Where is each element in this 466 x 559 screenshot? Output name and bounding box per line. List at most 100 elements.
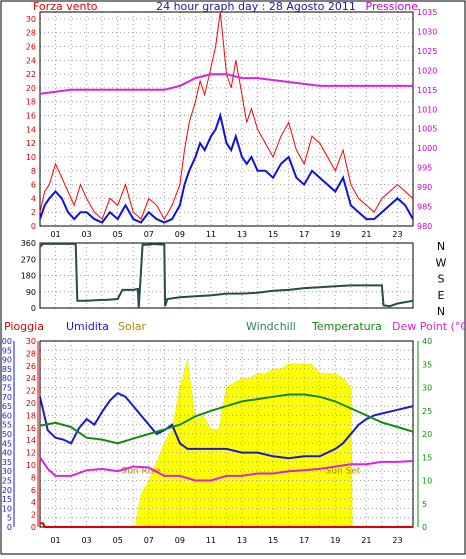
rain-tick: 30 xyxy=(26,337,36,346)
rain-tick: 0 xyxy=(31,523,36,532)
p3-hour-tick: 05 xyxy=(113,536,123,545)
wind-speed-tick: 10 xyxy=(26,153,36,162)
rain-tick: 12 xyxy=(26,449,36,458)
humidity-tick: 95 xyxy=(2,346,12,355)
temperature-tick: 0 xyxy=(422,523,427,532)
pressure-tick: 995 xyxy=(417,164,432,173)
sun-rise-label: Sun Rise xyxy=(122,467,161,477)
humidity-tick: 75 xyxy=(2,384,12,393)
sun-set-label: Sun Set xyxy=(326,467,361,477)
p1-hour-tick: 09 xyxy=(175,230,185,239)
panel-wind-pressure: 0246810121416182022242628309809859909951… xyxy=(26,8,438,239)
compass-label: E xyxy=(438,289,445,302)
wind-speed-tick: 12 xyxy=(26,139,36,148)
legend-item: Solar xyxy=(118,320,147,333)
temperature-tick: 20 xyxy=(422,430,432,439)
wind-speed-tick: 28 xyxy=(26,29,36,38)
direction-degree-tick: 90 xyxy=(26,288,36,297)
pressure-tick: 1005 xyxy=(417,125,437,134)
wind-speed-tick: 26 xyxy=(26,43,36,52)
legend-top-row: Pioggia Umidita Solar Windchill Temperatura D… xyxy=(4,320,466,333)
p3-hour-tick: 03 xyxy=(82,536,92,545)
wind-speed-tick: 24 xyxy=(26,56,36,65)
wind-speed-tick: 6 xyxy=(31,181,36,190)
pressure-tick: 1025 xyxy=(417,47,437,56)
pressure-tick: 990 xyxy=(417,183,432,192)
compass-label: N xyxy=(437,305,445,318)
temperature-line xyxy=(39,393,414,445)
temperature-tick: 15 xyxy=(422,453,432,462)
humidity-tick: 15 xyxy=(2,495,12,504)
humidity-tick: 45 xyxy=(2,439,12,448)
rain-tick: 16 xyxy=(26,424,36,433)
pressure-tick: 1015 xyxy=(417,86,437,95)
p3-hour-tick: 21 xyxy=(361,536,371,545)
p1-hour-tick: 03 xyxy=(82,230,92,239)
rain-tick: 2 xyxy=(31,511,36,520)
dew-point-line xyxy=(39,456,414,482)
temperature-tick: 30 xyxy=(422,384,432,393)
legend-item: Temperatura xyxy=(311,320,382,333)
chart-title: 24 hour graph day : 28 Agosto 2011 xyxy=(156,0,356,13)
legend-item: Umidita xyxy=(66,320,109,333)
p3-hour-tick: 17 xyxy=(299,536,309,545)
p3-hour-tick: 07 xyxy=(144,536,154,545)
panel-temperature-humidity: 0510152025303540455055606570758085909510… xyxy=(0,337,432,545)
humidity-tick: 0 xyxy=(7,523,12,532)
pressure-tick: 1030 xyxy=(417,27,437,36)
p1-hour-tick: 07 xyxy=(144,230,154,239)
rain-tick: 26 xyxy=(26,362,36,371)
rain-tick: 4 xyxy=(31,498,36,507)
p1-hour-tick: 17 xyxy=(299,230,309,239)
rain-tick: 24 xyxy=(26,374,36,383)
direction-degree-tick: 0 xyxy=(31,304,36,313)
pressure-line xyxy=(39,73,413,95)
humidity-tick: 70 xyxy=(2,393,12,402)
legend-item: Dew Point (°C) xyxy=(392,320,466,333)
pressure-tick: 980 xyxy=(417,222,432,231)
compass-label: S xyxy=(438,273,445,286)
wind-speed-tick: 18 xyxy=(26,98,36,107)
wind-average-line xyxy=(39,111,414,224)
rain-tick: 14 xyxy=(26,436,36,445)
direction-degree-tick: 270 xyxy=(21,255,36,264)
p1-frame xyxy=(39,11,414,227)
wind-speed-tick: 20 xyxy=(26,84,36,93)
rain-tick: 6 xyxy=(31,486,36,495)
direction-degree-tick: 360 xyxy=(21,239,36,248)
pressure-tick: 1010 xyxy=(417,105,437,114)
humidity-tick: 5 xyxy=(7,514,12,523)
pressure-tick: 1020 xyxy=(417,66,437,75)
humidity-line xyxy=(39,391,414,460)
wind-speed-tick: 16 xyxy=(26,112,36,121)
rain-tick: 8 xyxy=(31,473,36,482)
p2-frame xyxy=(39,242,414,309)
pressure-tick: 985 xyxy=(417,203,432,212)
wind-speed-tick: 4 xyxy=(31,194,36,203)
p3-hour-tick: 13 xyxy=(237,536,247,545)
compass-label: N xyxy=(437,240,445,253)
p3-hour-tick: 15 xyxy=(268,536,278,545)
humidity-tick: 85 xyxy=(2,365,12,374)
humidity-tick: 10 xyxy=(2,504,12,513)
rain-tick: 18 xyxy=(26,411,36,420)
p3-hour-tick: 01 xyxy=(50,536,60,545)
humidity-tick: 60 xyxy=(2,411,12,420)
temperature-tick: 35 xyxy=(422,360,432,369)
p1-hour-tick: 21 xyxy=(361,230,371,239)
p1-hour-tick: 01 xyxy=(50,230,60,239)
p1-hour-tick: 13 xyxy=(237,230,247,239)
pressure-tick: 1035 xyxy=(417,8,437,17)
p1-hour-tick: 15 xyxy=(268,230,278,239)
p1-hour-tick: 11 xyxy=(206,230,216,239)
rain-tick: 20 xyxy=(26,399,36,408)
temperature-tick: 40 xyxy=(422,337,432,346)
humidity-tick: 50 xyxy=(2,430,12,439)
humidity-tick: 90 xyxy=(2,356,12,365)
humidity-tick: 100 xyxy=(0,337,12,346)
p3-hour-tick: 11 xyxy=(206,536,216,545)
wind-speed-tick: 30 xyxy=(26,15,36,24)
